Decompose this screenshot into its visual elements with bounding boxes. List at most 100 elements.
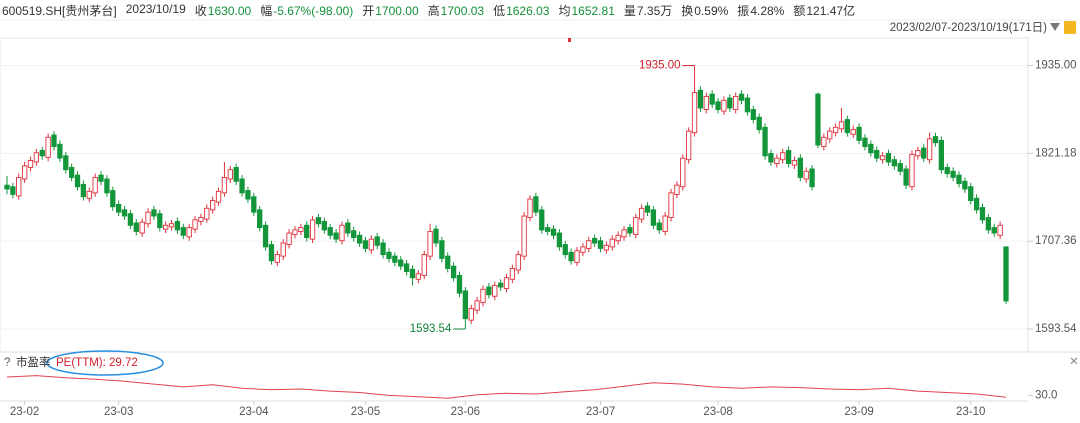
candle-body bbox=[968, 186, 974, 202]
range-dropdown[interactable] bbox=[1050, 23, 1060, 31]
candle-body bbox=[486, 286, 492, 296]
candle-body bbox=[309, 219, 316, 240]
candle-body bbox=[45, 136, 51, 158]
quote-label: 收 bbox=[194, 4, 207, 18]
quote-value: 1700.00 bbox=[375, 4, 419, 18]
pe-line bbox=[6, 375, 1007, 399]
quote-item: 收1630.00 bbox=[195, 2, 251, 19]
candle-body bbox=[721, 99, 727, 112]
candle-body bbox=[327, 227, 333, 236]
candle-body bbox=[57, 143, 63, 159]
candle-body bbox=[450, 265, 457, 279]
candle-body bbox=[938, 139, 945, 171]
candle-body bbox=[891, 159, 897, 167]
candle-body bbox=[680, 157, 686, 188]
quote-label: 高 bbox=[427, 4, 440, 18]
candle-body bbox=[163, 224, 169, 230]
candle-body bbox=[415, 273, 422, 280]
candle-body bbox=[403, 263, 410, 273]
candle-body bbox=[733, 95, 739, 110]
candle-body bbox=[133, 222, 139, 232]
candle-body bbox=[368, 238, 374, 251]
candle-body bbox=[174, 220, 181, 231]
candle-body bbox=[374, 236, 380, 246]
candle-body bbox=[533, 196, 539, 213]
candle-body bbox=[744, 97, 751, 113]
event-flag bbox=[568, 38, 571, 42]
lock-icon[interactable] bbox=[1064, 21, 1076, 34]
quote-value: 1626.03 bbox=[506, 4, 550, 18]
candle-body bbox=[568, 251, 574, 262]
candle-body bbox=[874, 149, 880, 159]
quote-item: 开1700.00 bbox=[362, 2, 418, 19]
quote-label: 振 bbox=[737, 4, 750, 18]
candle-body bbox=[621, 229, 627, 238]
candle-body bbox=[785, 149, 792, 165]
x-tick-label: 23-06 bbox=[451, 406, 480, 418]
candle-body bbox=[10, 186, 16, 195]
candle-body bbox=[280, 242, 286, 257]
candle-body bbox=[239, 178, 245, 194]
quote-item: 幅-5.67%(-98.00) bbox=[260, 2, 353, 19]
candle-body bbox=[603, 244, 610, 251]
quote-label: 幅 bbox=[260, 4, 273, 18]
candle-body bbox=[480, 288, 486, 303]
candle-body bbox=[556, 232, 563, 248]
candle-body bbox=[227, 169, 233, 180]
candle-body bbox=[950, 170, 956, 178]
candle-body bbox=[492, 285, 498, 297]
candle-body bbox=[644, 205, 651, 213]
candle-body bbox=[409, 268, 416, 279]
candle-body bbox=[956, 174, 962, 185]
x-tick-label: 23-03 bbox=[104, 406, 133, 418]
candle-body bbox=[421, 254, 427, 276]
candle-body bbox=[674, 184, 680, 195]
candle-body bbox=[639, 207, 645, 220]
close-panel[interactable]: ✕ bbox=[1069, 356, 1079, 368]
stock-code: 600519.SH[贵州茅台] bbox=[2, 4, 117, 18]
quote-item: 换0.59% bbox=[681, 2, 728, 19]
candle-body bbox=[897, 163, 903, 172]
date-range[interactable]: 2023/02/07-2023/10/19(171日) bbox=[890, 22, 1047, 34]
quote-item: 均1652.81 bbox=[558, 2, 614, 19]
candle-body bbox=[151, 209, 157, 217]
candle-body bbox=[944, 166, 950, 175]
candle-body bbox=[456, 274, 463, 294]
candle-body bbox=[351, 230, 357, 239]
candle-body bbox=[298, 227, 304, 232]
candle-body bbox=[262, 224, 269, 248]
candle-body bbox=[104, 178, 110, 194]
candle-body bbox=[827, 130, 833, 140]
candle-body bbox=[868, 143, 874, 154]
candle-body bbox=[268, 244, 275, 262]
candle-body bbox=[921, 147, 927, 159]
candle-body bbox=[110, 190, 116, 208]
candle-body bbox=[591, 237, 598, 244]
candle-body bbox=[139, 221, 145, 234]
candle-body bbox=[586, 240, 592, 249]
candle-body bbox=[709, 93, 715, 105]
candle-body bbox=[86, 190, 92, 199]
candle-body bbox=[703, 95, 709, 110]
candle-body bbox=[286, 232, 292, 246]
candle-body bbox=[257, 209, 263, 229]
candle-body bbox=[797, 157, 803, 178]
candle-body bbox=[885, 153, 892, 163]
candle-body bbox=[51, 134, 57, 148]
x-tick-label: 23-07 bbox=[586, 406, 615, 418]
quote-label: 低 bbox=[493, 4, 506, 18]
candle-body bbox=[768, 153, 774, 163]
candle-body bbox=[650, 209, 657, 226]
help-icon[interactable]: ? bbox=[4, 357, 10, 369]
candle-body bbox=[4, 184, 10, 190]
candle-body bbox=[356, 234, 363, 244]
candle-body bbox=[615, 234, 621, 242]
candle-body bbox=[462, 290, 469, 320]
candle-body bbox=[186, 227, 192, 238]
y-tick-label: 1935.00 bbox=[1035, 60, 1077, 72]
candle-body bbox=[198, 217, 204, 222]
y-tick-label: 1821.18 bbox=[1035, 147, 1077, 159]
candle-body bbox=[92, 176, 98, 194]
candle-body bbox=[780, 152, 786, 161]
quote-label: 均 bbox=[558, 4, 571, 18]
